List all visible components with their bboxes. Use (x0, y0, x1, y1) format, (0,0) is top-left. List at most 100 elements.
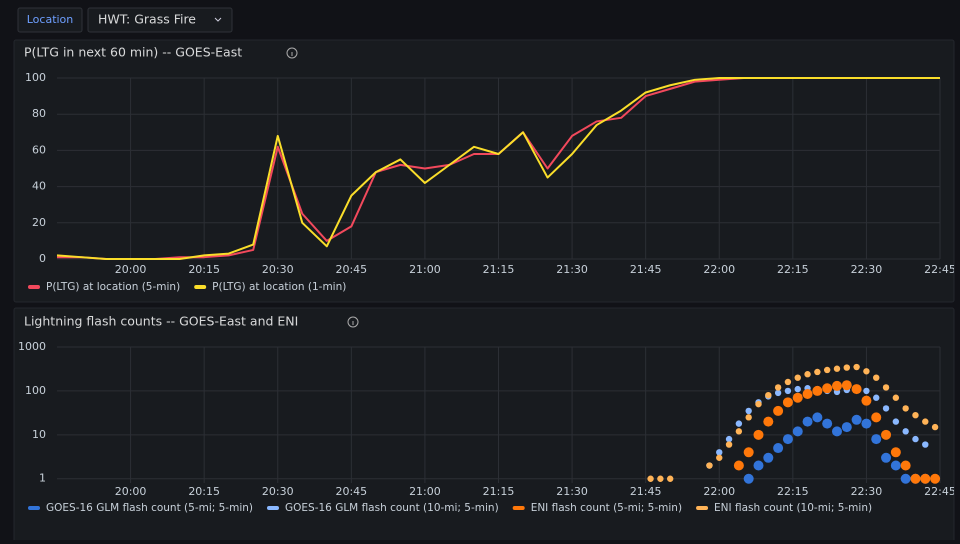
point (745, 407, 752, 415)
x-tick-label: 22:15 (777, 263, 809, 276)
y-tick-label: 100 (25, 384, 46, 397)
charts: 0 20 40 60 80 100 20:00 20:15 20:30 20:45 21:00 21:… (18, 71, 954, 514)
point (861, 418, 872, 429)
point (753, 429, 764, 440)
info-icon[interactable] (286, 47, 298, 59)
legend-swatch (194, 285, 207, 289)
legend-item[interactable]: ENI flash count (5-mi; 5-min) (512, 502, 682, 514)
point (666, 475, 674, 482)
x-tick-label: 20:00 (115, 263, 147, 276)
location-button[interactable] (17, 7, 83, 33)
y-tick-label: 1 (39, 472, 46, 485)
point (900, 473, 911, 484)
x-tick-label: 21:00 (409, 263, 441, 276)
legend-swatch (28, 506, 40, 510)
series-line (56, 77, 940, 260)
point (873, 394, 880, 401)
panel-title: P(LTG in next 60 min) -- GOES-East (24, 45, 242, 60)
point (802, 416, 813, 427)
point (831, 426, 842, 437)
point (841, 380, 852, 391)
y-tick-label: 10 (32, 428, 46, 441)
legend-swatch (512, 506, 525, 510)
x-tick-label: 21:45 (630, 485, 662, 498)
point (892, 394, 900, 401)
point (863, 368, 870, 375)
point (774, 389, 782, 397)
x-tick-label: 21:45 (630, 263, 662, 276)
x-tick-label: 21:15 (483, 485, 515, 498)
point (804, 371, 811, 378)
point (912, 411, 919, 419)
point (725, 441, 733, 448)
point (920, 473, 931, 484)
point (812, 412, 823, 423)
point (841, 422, 852, 433)
x-tick-label: 20:15 (188, 485, 220, 498)
point (733, 460, 744, 471)
legend-label: ENI flash count (5-mi; 5-min) (531, 502, 682, 514)
y-tick-label: 60 (32, 143, 46, 156)
y-tick-label: 20 (32, 216, 46, 229)
x-tick-label: 21:30 (556, 485, 588, 498)
y-tick-label: 1000 (18, 340, 46, 353)
point (843, 364, 850, 371)
legend-item[interactable]: P(LTG) at location (5-min) (28, 281, 180, 293)
point (773, 443, 784, 454)
y-tick-label: 100 (25, 71, 46, 84)
legend-swatch (28, 285, 40, 289)
legend-item[interactable]: ENI flash count (10-mi; 5-min) (696, 502, 872, 514)
point (792, 392, 803, 403)
point (794, 374, 801, 381)
x-tick-label: 22:15 (777, 485, 809, 498)
legend-item[interactable]: GOES-16 GLM flash count (10-mi; 5-min) (267, 502, 499, 514)
point (861, 395, 872, 406)
point (792, 426, 803, 437)
point (833, 365, 841, 372)
point (863, 387, 870, 395)
legend-label: ENI flash count (10-mi; 5-min) (714, 502, 872, 514)
point (812, 385, 823, 396)
point (784, 378, 792, 386)
point (892, 418, 900, 425)
panel-title: Lightning flash counts -- GOES-East and … (24, 314, 298, 329)
y-tick-label: 80 (32, 107, 46, 120)
point (882, 405, 890, 412)
legend-swatch (696, 506, 709, 510)
info-icon[interactable] (347, 316, 359, 328)
legend-label: GOES-16 GLM flash count (5-mi; 5-min) (46, 502, 253, 514)
legend-label: GOES-16 GLM flash count (10-mi; 5-min) (285, 502, 499, 514)
point (873, 374, 880, 381)
x-tick-label: 21:30 (556, 263, 588, 276)
legend-item[interactable]: GOES-16 GLM flash count (5-mi; 5-min) (28, 502, 253, 514)
legend-label: P(LTG) at location (5-min) (46, 281, 180, 293)
point (743, 473, 754, 484)
point (853, 363, 860, 371)
point (902, 405, 909, 412)
point (706, 462, 713, 469)
point (930, 473, 941, 484)
point (910, 473, 921, 484)
x-tick-label: 20:15 (188, 263, 220, 276)
point (782, 397, 793, 408)
point (823, 366, 831, 374)
point (890, 460, 901, 471)
point (922, 418, 929, 425)
point (890, 447, 901, 458)
location-label: Location (27, 13, 74, 26)
x-tick-label: 20:45 (335, 485, 367, 498)
x-tick-label: 20:30 (262, 485, 294, 498)
point (745, 414, 752, 421)
legend-item[interactable]: P(LTG) at location (1-min) (194, 281, 346, 293)
point (716, 454, 723, 461)
x-tick-label: 20:45 (335, 263, 367, 276)
point (881, 452, 892, 463)
x-tick-label: 20:00 (115, 485, 147, 498)
point (765, 391, 772, 399)
point (822, 418, 833, 429)
point (735, 420, 743, 427)
location-dropdown[interactable] (87, 7, 233, 33)
x-tick-label: 21:15 (483, 263, 515, 276)
